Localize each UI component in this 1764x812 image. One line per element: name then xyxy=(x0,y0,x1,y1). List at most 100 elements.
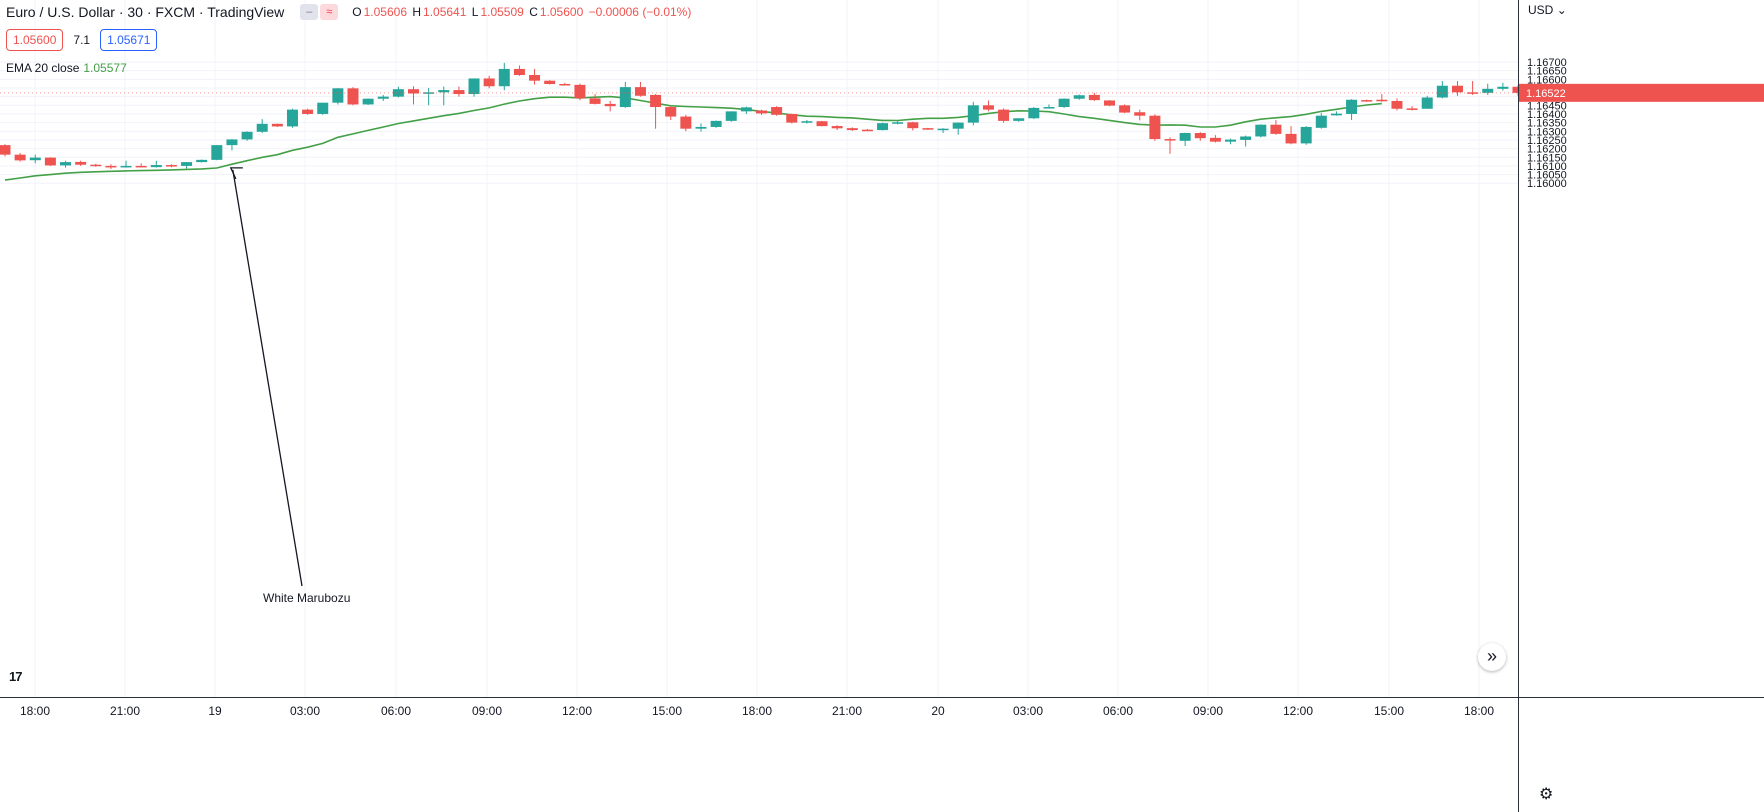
candle-body xyxy=(165,165,177,167)
candle-down xyxy=(544,80,556,85)
candle-body xyxy=(846,128,858,131)
y-tick-label: 1.16200 xyxy=(1527,144,1567,156)
candle-up xyxy=(1043,104,1055,109)
candle-up xyxy=(1497,82,1509,91)
candle-up xyxy=(256,119,268,134)
candle-down xyxy=(1361,99,1373,102)
symbol-title[interactable]: Euro / U.S. Dollar · 30 · FXCM · Trading… xyxy=(6,4,285,20)
change-value: −0.00006 (−0.01%) xyxy=(588,5,692,19)
x-tick-label: 03:00 xyxy=(290,704,320,718)
candle-body xyxy=(75,161,87,165)
candle-up xyxy=(60,160,72,168)
candle-body xyxy=(1300,126,1312,144)
candle-body xyxy=(150,165,162,168)
candle-body xyxy=(680,116,692,129)
candle-body xyxy=(1285,133,1297,144)
y-tick-label: 1.16650 xyxy=(1527,66,1567,78)
candle-up xyxy=(498,62,510,91)
candle-body xyxy=(861,129,873,132)
candle-down xyxy=(1103,100,1115,107)
buy-price-button[interactable]: 1.05671 xyxy=(100,29,158,51)
currency-selector[interactable]: USD ⌄ xyxy=(1528,3,1567,17)
candle-body xyxy=(181,162,193,166)
candle-up xyxy=(286,108,298,128)
candle-down xyxy=(1406,106,1418,111)
candle-down xyxy=(1376,94,1388,102)
candle-down xyxy=(408,86,420,105)
candle-body xyxy=(1134,112,1146,116)
ema-label: EMA 20 close xyxy=(6,61,80,75)
candle-down xyxy=(75,160,87,166)
candle-body xyxy=(1225,139,1237,142)
ema-legend[interactable]: EMA 20 close 1.05577 xyxy=(6,61,127,75)
candle-body xyxy=(604,103,616,107)
candle-down xyxy=(529,68,541,85)
y-tick-label: 1.16400 xyxy=(1527,109,1567,121)
candle-body xyxy=(786,113,798,123)
candle-body xyxy=(1149,115,1161,140)
candle-down xyxy=(771,106,783,116)
y-tick-label: 1.16250 xyxy=(1527,135,1567,147)
candle-down xyxy=(165,164,177,168)
y-tick-label: 1.16350 xyxy=(1527,118,1567,130)
x-tick-label: 15:00 xyxy=(1374,704,1404,718)
candle-body xyxy=(317,102,329,114)
candle-body xyxy=(241,131,253,140)
candle-down xyxy=(1451,81,1463,96)
candle-down xyxy=(1194,132,1206,141)
ema-line xyxy=(4,95,1382,181)
candle-body xyxy=(498,68,510,87)
x-tick-label: 20 xyxy=(931,704,945,718)
gear-icon[interactable]: ⚙ xyxy=(1539,786,1554,803)
candle-body xyxy=(710,120,722,127)
candle-body xyxy=(135,165,147,168)
candle-up xyxy=(877,122,889,131)
candle-down xyxy=(574,83,586,101)
y-tick-label: 1.16300 xyxy=(1527,126,1567,138)
candle-body xyxy=(937,128,949,131)
candle-down xyxy=(14,152,26,162)
open-label: O xyxy=(352,5,362,19)
candle-down xyxy=(1285,126,1297,145)
candle-body xyxy=(544,80,556,84)
candle-body xyxy=(1436,85,1448,98)
candle-body xyxy=(892,122,904,124)
candle-up xyxy=(1058,98,1070,108)
x-tick-label: 09:00 xyxy=(1193,704,1223,718)
last-price-label: 1.16522 xyxy=(1526,88,1566,100)
candle-up xyxy=(196,159,208,163)
close-value: 1.05600 xyxy=(539,5,584,19)
candle-up xyxy=(801,120,813,124)
candle-body xyxy=(347,88,359,105)
x-tick-label: 12:00 xyxy=(1283,704,1313,718)
candle-up xyxy=(468,78,480,97)
scroll-to-realtime-button[interactable]: » xyxy=(1478,643,1506,671)
candle-body xyxy=(922,128,934,130)
tradingview-logo-icon[interactable]: 17 xyxy=(9,669,22,684)
candle-down xyxy=(680,114,692,132)
candle-down xyxy=(44,157,56,166)
candle-body xyxy=(1361,100,1373,102)
candle-down xyxy=(786,113,798,124)
candle-body xyxy=(1073,95,1085,99)
candle-down xyxy=(1088,92,1100,101)
high-value: 1.05641 xyxy=(423,5,467,19)
x-tick-label: 06:00 xyxy=(1103,704,1133,718)
candle-body xyxy=(377,96,389,99)
candle-up xyxy=(226,139,238,151)
chevrons-right-icon: » xyxy=(1486,646,1497,666)
currency-label: USD xyxy=(1528,3,1554,17)
candle-up xyxy=(1436,81,1448,99)
candle-body xyxy=(14,154,26,161)
ema-line-layer xyxy=(4,95,1382,181)
sell-price-button[interactable]: 1.05600 xyxy=(6,29,64,51)
candle-down xyxy=(831,125,843,131)
status-pill[interactable]: – ≈ xyxy=(300,4,339,20)
candle-up xyxy=(1179,132,1191,147)
candle-down xyxy=(1119,104,1131,114)
candle-body xyxy=(725,111,737,121)
dash-icon: – xyxy=(300,4,319,20)
candle-down xyxy=(756,109,767,115)
candle-up xyxy=(1300,126,1312,145)
